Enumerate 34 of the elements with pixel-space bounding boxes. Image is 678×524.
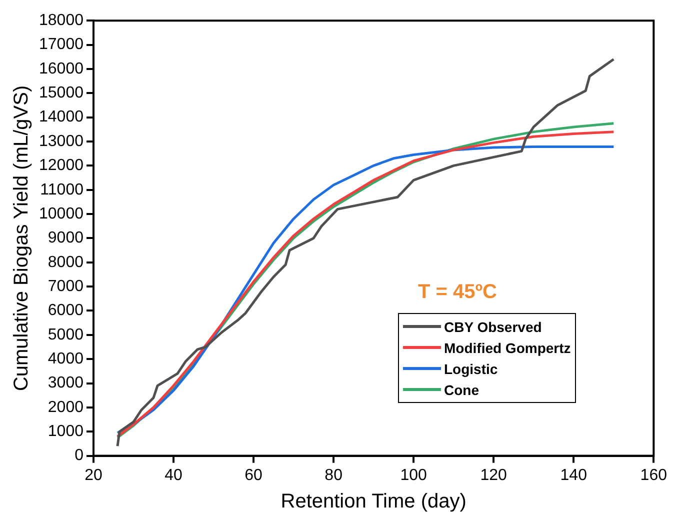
x-tick-label: 20 [84,466,102,484]
y-axis-title: Cumulative Biogas Yield (mL/gVS) [10,85,33,392]
y-tick-label: 4000 [48,350,84,368]
y-tick-label: 6000 [48,302,84,320]
y-tick-label: 9000 [48,230,84,247]
x-tick-label: 60 [244,466,263,484]
legend-label: Logistic [444,360,498,376]
y-tick-label: 16000 [38,60,84,78]
y-tick-label: 17000 [38,36,84,54]
y-tick-label: 1000 [48,423,84,440]
y-tick-label: 13000 [38,132,84,150]
legend-label: Modified Gompertz [444,340,571,356]
x-tick-label: 80 [324,466,343,484]
x-tick-label: 140 [560,466,588,484]
y-tick-label: 2000 [48,398,84,416]
x-tick-label: 40 [164,466,183,484]
x-axis-title: Retention Time (day) [280,490,466,513]
x-tick-label: 120 [480,466,508,484]
y-tick-label: 15000 [38,84,84,102]
y-tick-label: 18000 [38,12,84,30]
y-tick-label: 12000 [38,157,84,174]
y-tick-label: 3000 [48,374,84,392]
x-tick-label: 160 [640,466,668,484]
y-tick-label: 5000 [48,326,84,344]
legend-label: CBY Observed [444,318,542,334]
annotation: T = 45ºC [418,281,498,304]
y-tick-label: 14000 [38,108,84,126]
y-tick-label: 7000 [48,278,84,295]
legend-label: Cone [444,382,479,398]
y-tick-label: 0 [74,447,84,464]
y-tick-label: 11000 [40,181,84,198]
y-tick-label: 10000 [38,205,84,222]
x-tick-label: 100 [400,466,428,484]
y-tick-label: 8000 [48,254,84,271]
